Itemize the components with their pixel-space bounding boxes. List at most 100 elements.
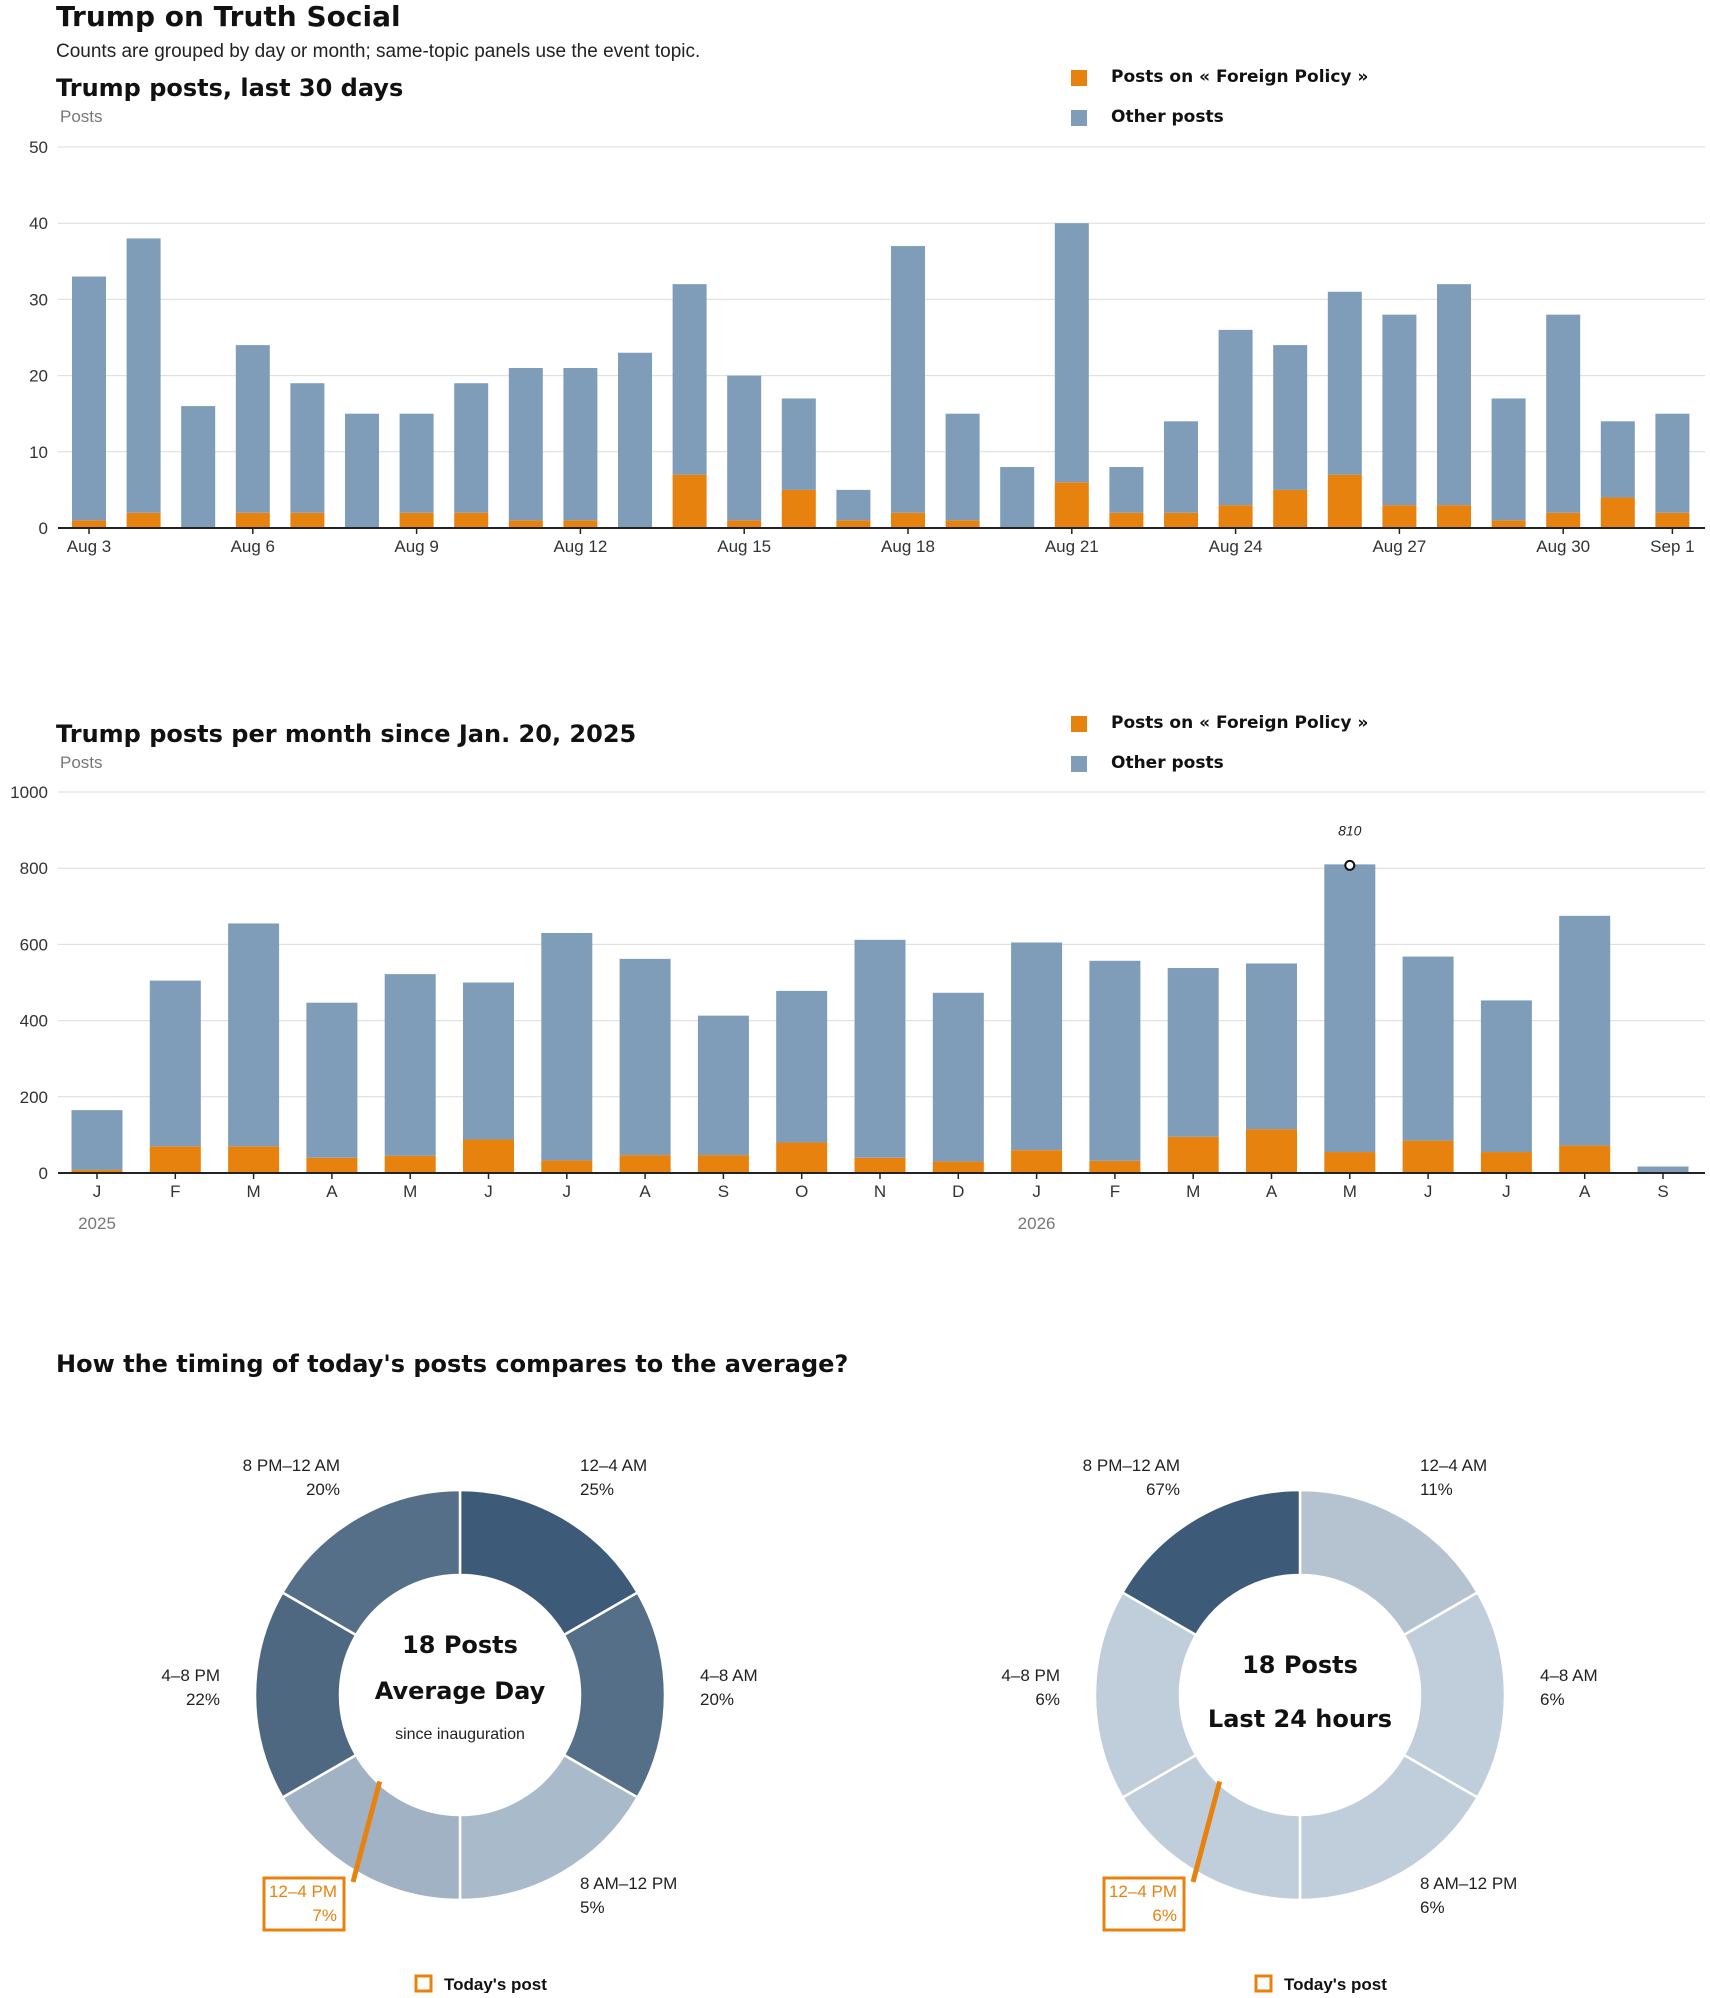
y-tick-label: 50 <box>29 138 48 157</box>
bar-other <box>71 1110 123 1170</box>
x-tick-label: S <box>1657 1182 1668 1201</box>
y-tick-label: 1000 <box>10 783 48 802</box>
bar-topic <box>454 512 489 528</box>
bar-other <box>891 246 925 513</box>
donut-segment <box>280 1488 462 1637</box>
slice-label: 12–4 AM <box>1420 1456 1487 1475</box>
bar-other <box>290 383 325 513</box>
slice-value: 67% <box>1146 1480 1180 1499</box>
bar-other <box>1402 956 1454 1141</box>
bar-other <box>776 990 828 1143</box>
x-tick-label: Aug 21 <box>1045 537 1099 556</box>
x-tick-label: A <box>1266 1182 1278 1201</box>
x-tick-label: M <box>247 1182 261 1201</box>
y-tick-label: 0 <box>39 1164 48 1183</box>
x-tick-label: Aug 9 <box>394 537 438 556</box>
today-callout-value: 6% <box>1152 1906 1177 1925</box>
y-tick-label: 20 <box>29 367 48 386</box>
slice-label: 8 AM–12 PM <box>1420 1874 1517 1893</box>
today-marker-line <box>1190 1780 1223 1883</box>
bar-other <box>563 367 598 521</box>
today-callout-value: 7% <box>312 1906 337 1925</box>
bar-topic <box>1054 482 1089 528</box>
bar-topic <box>1011 1150 1063 1173</box>
bar-other <box>781 398 816 490</box>
today-legend-swatch <box>1254 1974 1273 1993</box>
bar-topic <box>1327 474 1362 528</box>
bar-topic <box>71 1169 123 1173</box>
bar-other <box>235 345 270 513</box>
annotation-marker <box>1344 859 1356 871</box>
bar-other <box>1327 291 1362 475</box>
today-legend-swatch <box>414 1974 433 1993</box>
slice-value: 25% <box>580 1480 614 1499</box>
x-tick-label: Aug 30 <box>1536 537 1590 556</box>
y-tick-label: 400 <box>20 1012 48 1031</box>
bar-topic <box>384 1155 436 1173</box>
x-tick-label: A <box>1579 1182 1591 1201</box>
y-axis-label: Posts <box>60 753 103 772</box>
legend-swatch-other <box>1071 110 1087 126</box>
grid: 0 10 20 30 40 50 <box>29 138 1705 538</box>
bar-topic <box>399 512 434 528</box>
y-tick-label: 40 <box>29 214 48 233</box>
page-subtitle: Counts are grouped by day or month; same… <box>56 41 700 62</box>
slice-label: 12–4 AM <box>580 1456 647 1475</box>
bar-other <box>181 406 216 528</box>
bar-other <box>1000 467 1035 528</box>
bar-other <box>1324 864 1376 1153</box>
center-note: since inauguration <box>395 1726 525 1743</box>
bar-topic <box>508 520 543 528</box>
year-label: 2026 <box>1018 1214 1056 1233</box>
bar-topic <box>1491 520 1526 528</box>
bar-topic <box>1402 1140 1454 1173</box>
x-tick-label: Aug 6 <box>231 537 275 556</box>
slice-label: 4–8 AM <box>700 1666 758 1685</box>
bar-other <box>1546 314 1581 513</box>
center-title: Average Day <box>375 1677 546 1705</box>
monthly-posts-chart: Trump posts per month since Jan. 20, 202… <box>10 713 1705 1233</box>
bars: 810 <box>71 822 1689 1173</box>
y-tick-label: 600 <box>20 935 48 954</box>
bar-topic <box>932 1161 984 1173</box>
bar-other <box>945 413 980 521</box>
bar-other <box>1382 314 1417 506</box>
bar-topic <box>781 489 816 528</box>
slice-label: 4–8 PM <box>161 1666 220 1685</box>
bar-topic <box>1273 489 1308 528</box>
bar-other <box>932 992 984 1162</box>
bar-other <box>384 974 436 1156</box>
donut-average-day: 12–4 AM 25% 4–8 AM 20% 8 AM–12 PM 5% 4–8 PM 22%… <box>161 1456 758 1994</box>
bar-topic <box>672 474 707 528</box>
legend: Posts on « Foreign Policy » Other posts <box>1071 713 1368 773</box>
x-tick-label: M <box>1186 1182 1200 1201</box>
bar-topic <box>1382 505 1417 528</box>
bars <box>72 223 1690 528</box>
x-tick-label: J <box>484 1182 493 1201</box>
x-tick-label: J <box>1502 1182 1511 1201</box>
legend-swatch-topic <box>1071 70 1087 86</box>
slice-value: 20% <box>700 1690 734 1709</box>
x-tick-label: Aug 18 <box>881 537 935 556</box>
bar-other <box>399 413 434 513</box>
bar-topic <box>945 520 980 528</box>
bar-topic <box>228 1146 280 1173</box>
bar-other <box>697 1015 749 1156</box>
daily-posts-chart: Trump posts, last 30 days Posts Posts on… <box>29 67 1705 556</box>
today-callout-label: 12–4 PM <box>269 1882 337 1901</box>
slice-label: 8 AM–12 PM <box>580 1874 677 1893</box>
bar-topic <box>727 520 762 528</box>
x-tick-label: Aug 12 <box>553 537 607 556</box>
slice-value: 22% <box>186 1690 220 1709</box>
bar-topic <box>836 520 871 528</box>
bar-other <box>1559 915 1611 1146</box>
bar-topic <box>1167 1136 1219 1173</box>
bar-other <box>149 980 201 1147</box>
bar-other <box>1011 942 1063 1151</box>
bar-topic <box>1655 512 1690 528</box>
legend-label-other: Other posts <box>1111 107 1224 127</box>
bar-topic <box>1437 505 1471 528</box>
bar-topic <box>563 520 598 528</box>
bar-other <box>1164 421 1198 513</box>
bar-topic <box>72 520 106 528</box>
